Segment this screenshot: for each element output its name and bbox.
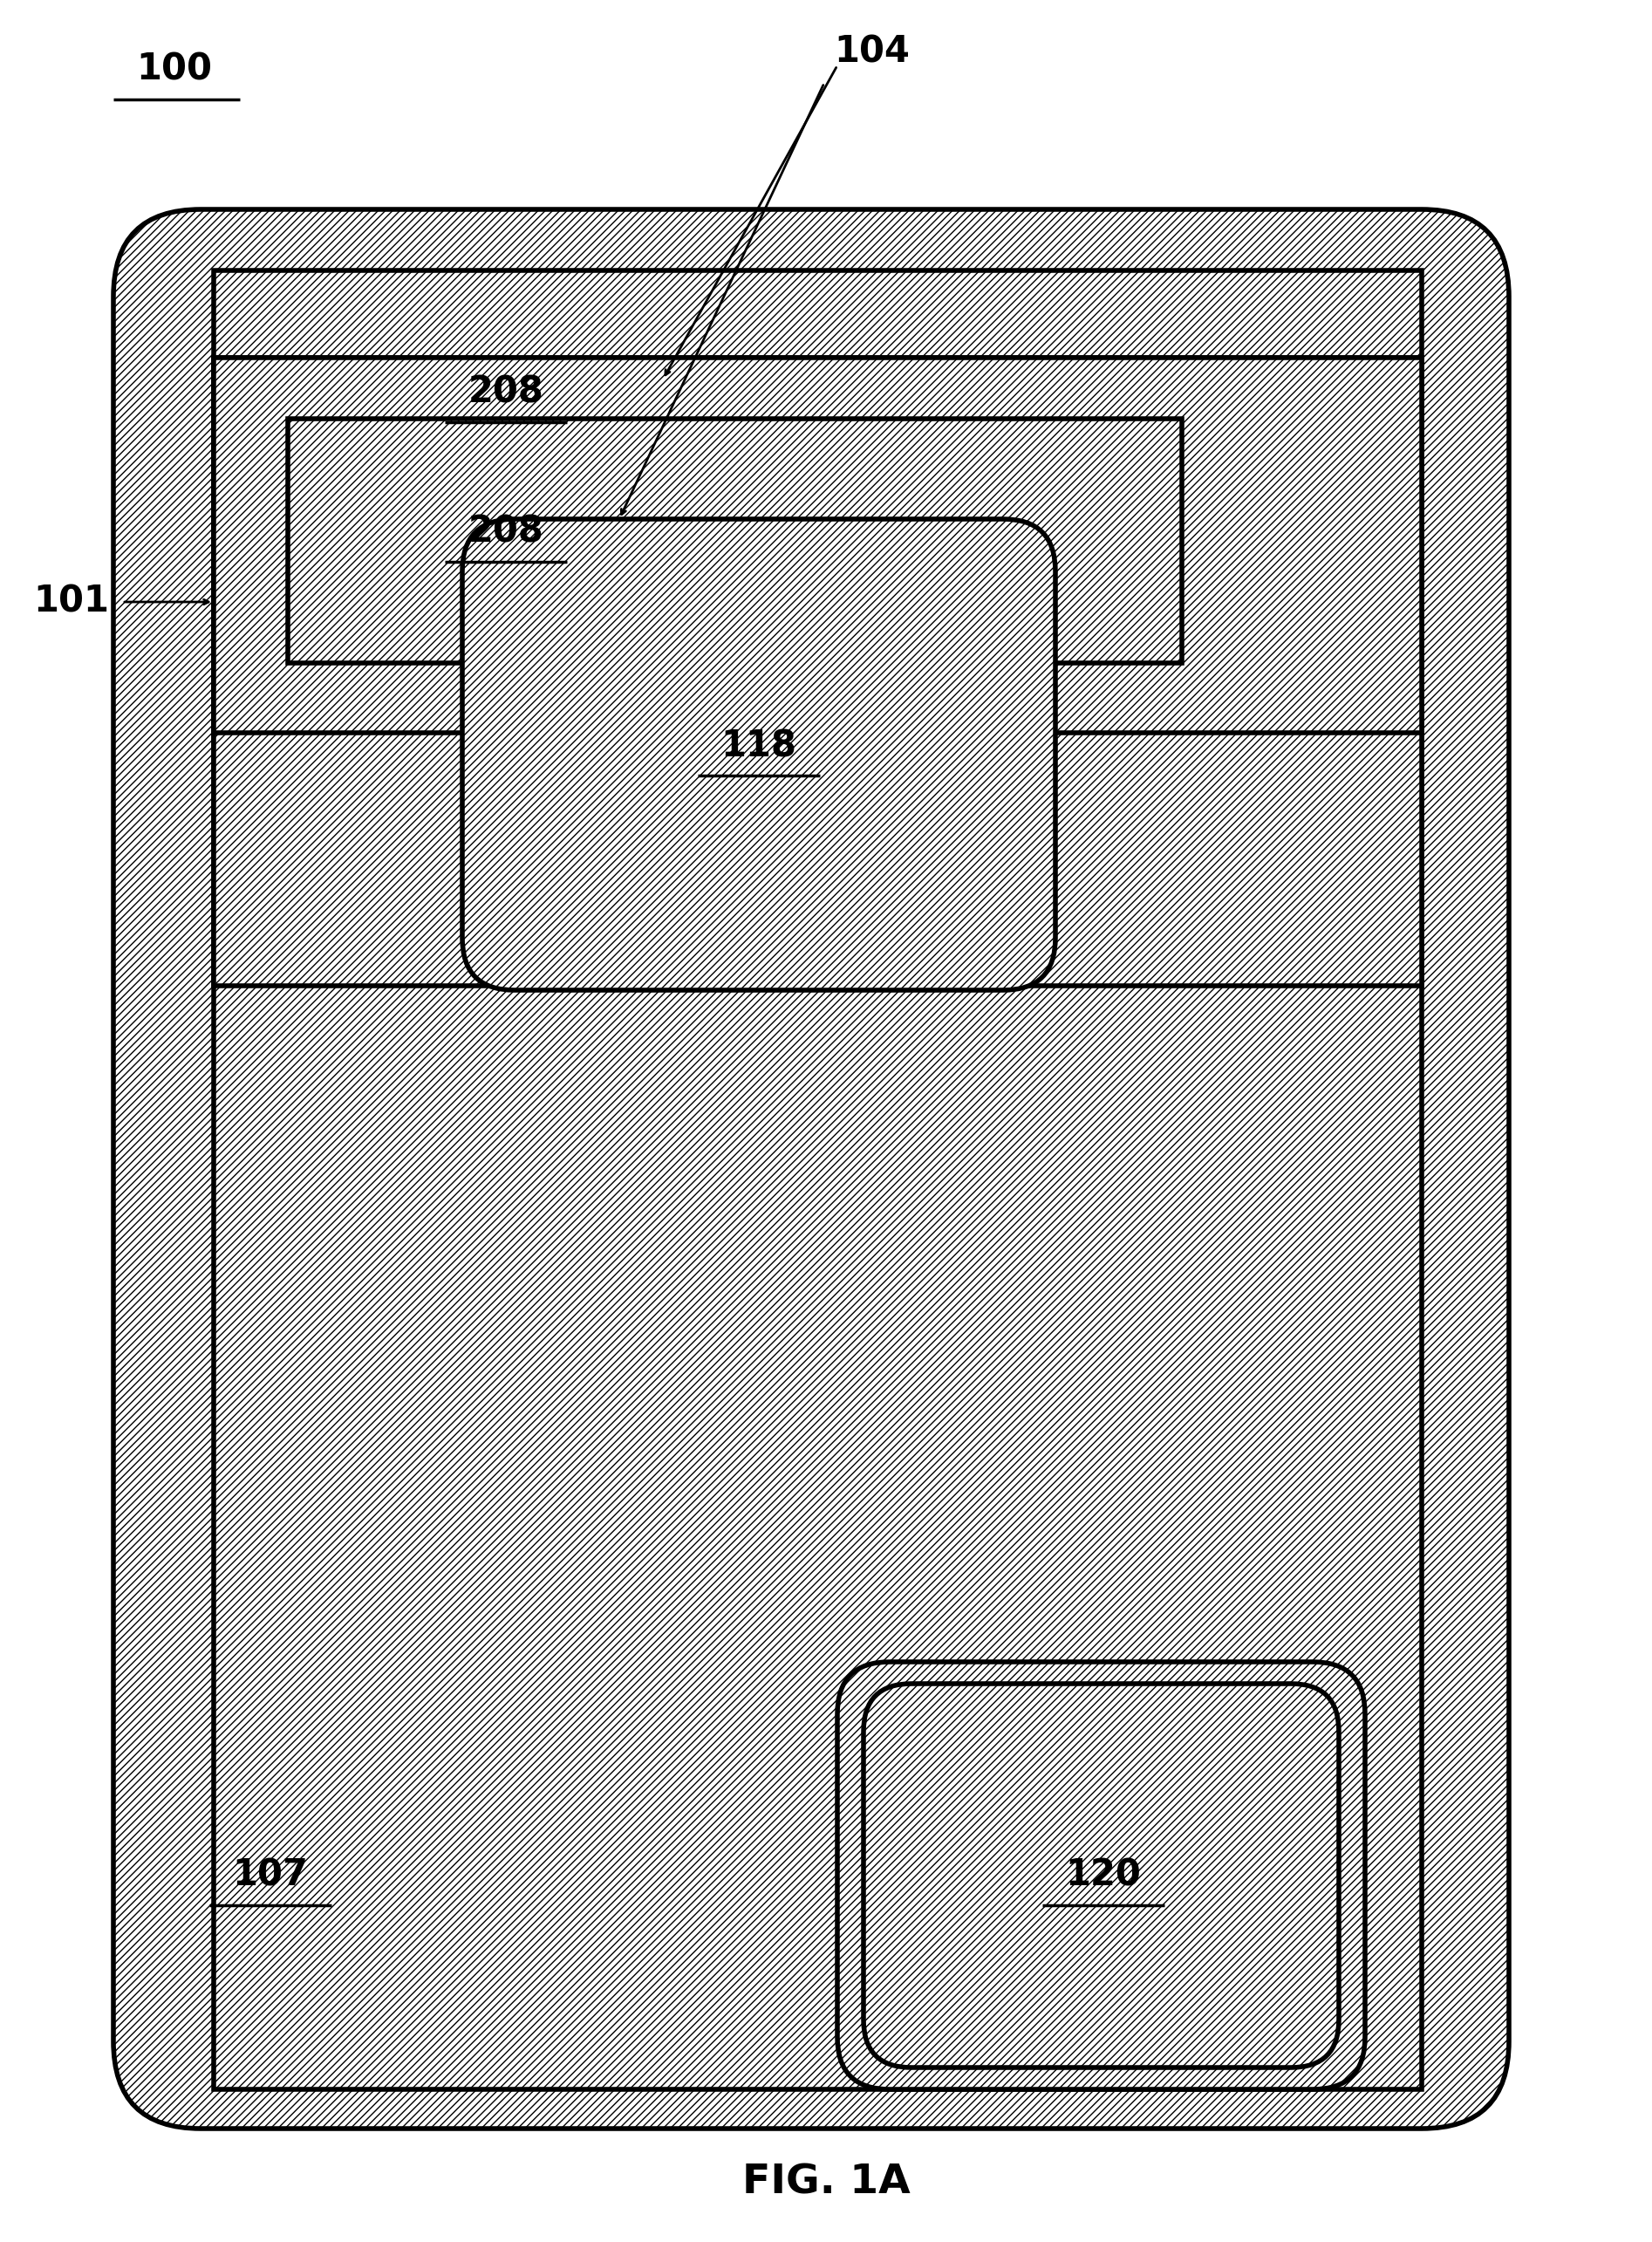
Bar bbox=[287, 419, 1181, 664]
Text: 101: 101 bbox=[33, 583, 109, 621]
Text: 120: 120 bbox=[1066, 1856, 1142, 1894]
FancyBboxPatch shape bbox=[838, 1661, 1365, 2090]
Text: 118: 118 bbox=[720, 729, 796, 765]
Text: 208: 208 bbox=[468, 513, 544, 552]
Text: 107: 107 bbox=[233, 1856, 309, 1894]
FancyBboxPatch shape bbox=[463, 520, 1056, 991]
Bar bbox=[213, 359, 1422, 986]
Bar bbox=[213, 271, 1422, 2090]
Bar bbox=[213, 359, 1422, 733]
FancyBboxPatch shape bbox=[864, 1684, 1338, 2067]
Text: 100: 100 bbox=[137, 52, 213, 87]
Text: 104: 104 bbox=[834, 34, 910, 72]
Text: FIG. 1A: FIG. 1A bbox=[742, 2164, 910, 2202]
FancyBboxPatch shape bbox=[114, 209, 1508, 2128]
Text: 208: 208 bbox=[468, 374, 544, 410]
